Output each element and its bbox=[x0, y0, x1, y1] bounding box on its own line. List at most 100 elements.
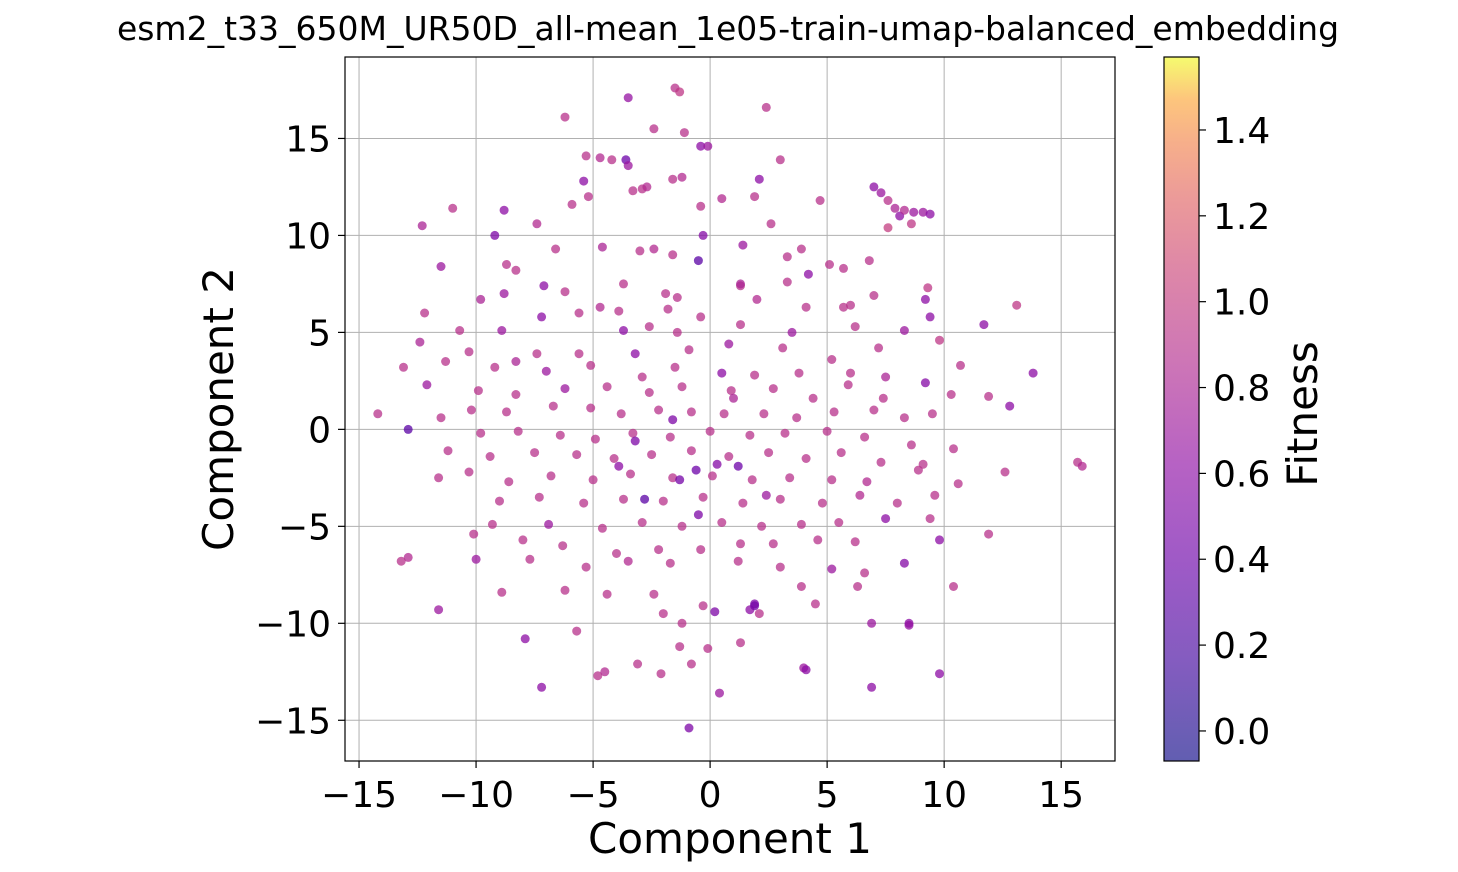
scatter-point bbox=[518, 535, 528, 545]
scatter-point bbox=[878, 393, 888, 403]
scatter-point bbox=[839, 263, 848, 273]
scatter-point bbox=[736, 539, 745, 549]
scatter-point bbox=[609, 454, 619, 463]
scatter-point bbox=[616, 409, 626, 419]
scatter-point bbox=[1012, 300, 1022, 310]
scatter-point bbox=[415, 337, 425, 347]
scatter-point bbox=[761, 102, 771, 112]
scatter-point bbox=[403, 424, 413, 434]
scatter-point bbox=[801, 302, 811, 312]
plot-frame bbox=[344, 56, 1116, 762]
scatter-point bbox=[623, 161, 633, 171]
scatter-point bbox=[630, 349, 640, 359]
scatter-point bbox=[546, 471, 556, 481]
scatter-point bbox=[469, 529, 479, 539]
scatter-point bbox=[693, 256, 703, 266]
scatter-point bbox=[780, 428, 790, 438]
scatter-point bbox=[946, 390, 956, 399]
scatter-point bbox=[670, 362, 680, 372]
scatter-point bbox=[956, 360, 965, 370]
scatter-point bbox=[495, 496, 504, 506]
scatter-point bbox=[717, 194, 727, 204]
scatter-point bbox=[635, 246, 645, 256]
scatter-point bbox=[935, 335, 944, 345]
scatter-point bbox=[590, 434, 600, 444]
scatter-point bbox=[597, 242, 607, 252]
scatter-point bbox=[913, 465, 923, 475]
scatter-point bbox=[677, 521, 687, 531]
y-axis-ticks: −15 −10 −5 0 5 10 15 bbox=[255, 119, 345, 742]
scatter-point bbox=[792, 413, 802, 423]
scatter-point bbox=[686, 407, 696, 417]
scatter-point bbox=[876, 188, 886, 198]
colorbar-frame bbox=[1163, 56, 1200, 762]
scatter-point bbox=[768, 384, 778, 394]
scatter-point bbox=[630, 436, 640, 446]
scatter-point bbox=[869, 405, 879, 415]
scatter-point bbox=[644, 388, 654, 397]
scatter-point bbox=[567, 199, 577, 209]
scatter-point bbox=[801, 665, 811, 675]
scatter-point bbox=[850, 322, 860, 332]
scatter-point bbox=[827, 564, 837, 574]
scatter-point bbox=[443, 446, 453, 456]
scatter-point bbox=[796, 244, 806, 254]
scatter-point bbox=[668, 250, 678, 260]
scatter-point bbox=[593, 671, 603, 681]
scatter-point bbox=[396, 556, 406, 566]
scatter-point bbox=[586, 403, 596, 413]
scatter-point bbox=[654, 405, 664, 415]
scatter-point bbox=[619, 326, 628, 335]
scatter-point bbox=[1000, 467, 1010, 477]
scatter-point bbox=[686, 446, 696, 456]
scatter-point bbox=[619, 494, 628, 504]
scatter-point bbox=[822, 426, 832, 436]
scatter-point bbox=[696, 545, 706, 555]
scatter-point bbox=[422, 380, 432, 390]
colorbar-label: Fitness bbox=[1278, 341, 1327, 486]
scatter-point bbox=[490, 362, 500, 372]
scatter-point bbox=[927, 409, 937, 419]
scatter-point bbox=[759, 409, 769, 419]
scatter-point bbox=[623, 556, 633, 566]
scatter-point bbox=[476, 294, 486, 304]
scatter-point bbox=[677, 382, 687, 392]
scatter-point bbox=[881, 372, 891, 382]
scatter-point bbox=[656, 669, 666, 679]
scatter-point bbox=[399, 362, 408, 372]
colorbar-ticks: 0.0 0.2 0.4 0.6 0.8 1.0 1.2 1.4 bbox=[1199, 111, 1270, 753]
y-tick-label: −10 bbox=[255, 604, 331, 645]
scatter-point bbox=[850, 537, 860, 547]
scatter-point bbox=[534, 492, 544, 502]
chart-title: esm2_t33_650M_UR50D_all-mean_1e05-train-… bbox=[117, 9, 1339, 48]
scatter-point bbox=[581, 562, 591, 572]
scatter-point bbox=[560, 384, 570, 394]
scatter-point bbox=[551, 244, 561, 254]
scatter-point bbox=[881, 514, 891, 524]
x-tick-label: 0 bbox=[699, 775, 722, 816]
scatter-point bbox=[644, 322, 654, 332]
colorbar-gradient bbox=[1164, 57, 1199, 761]
scatter-point bbox=[1005, 401, 1015, 411]
scatter-point bbox=[649, 589, 659, 599]
scatter-point bbox=[710, 607, 720, 617]
scatter-point bbox=[876, 457, 886, 467]
scatter-point bbox=[724, 339, 734, 349]
scatter-point bbox=[736, 279, 745, 289]
scatter-point bbox=[717, 368, 727, 378]
scatter-point bbox=[633, 659, 643, 669]
y-tick-label: −5 bbox=[278, 507, 331, 548]
scatter-point bbox=[860, 568, 870, 578]
scatter-point bbox=[607, 155, 617, 165]
scatter-point bbox=[899, 326, 909, 335]
scatter-point bbox=[583, 192, 593, 202]
scatter-point bbox=[417, 221, 427, 231]
scatter-point bbox=[855, 490, 865, 500]
scatter-point bbox=[890, 203, 900, 213]
y-tick-label: 10 bbox=[285, 216, 331, 257]
scatter-point bbox=[766, 219, 776, 229]
scatter-point bbox=[864, 256, 874, 266]
scatter-point bbox=[925, 312, 935, 322]
scatter-point bbox=[497, 326, 507, 335]
scatter-point bbox=[930, 490, 940, 500]
